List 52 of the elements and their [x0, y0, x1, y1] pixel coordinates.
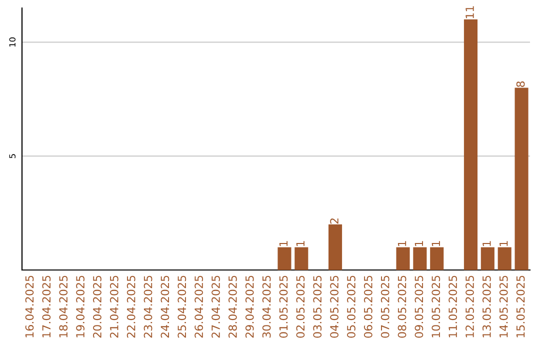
x-tick-label: 11.05.2025: [448, 276, 458, 338]
x-tick-label: 07.05.2025: [380, 276, 390, 338]
x-tick-label: 02.05.2025: [296, 276, 305, 338]
x-tick-label: 05.05.2025: [347, 276, 356, 338]
x-tick-label: 10.05.2025: [432, 276, 440, 338]
x-tick-label: 06.05.2025: [364, 276, 372, 338]
data-label: 1: [414, 241, 423, 246]
x-tick-label: 28.04.2025: [228, 276, 237, 338]
x-tick-label: 25.04.2025: [178, 276, 186, 338]
x-tick-label: 14.05.2025: [499, 276, 508, 338]
data-label: 1: [432, 241, 440, 246]
bar: [430, 247, 444, 270]
bar: [514, 88, 528, 270]
x-tick-label: 13.05.2025: [482, 276, 491, 338]
data-label: 1: [279, 241, 288, 246]
data-label: 1: [398, 241, 406, 246]
x-tick-label: 21.04.2025: [110, 276, 118, 338]
data-label: 2: [330, 218, 338, 224]
bar: [278, 247, 292, 270]
x-tick-label: 18.04.2025: [59, 276, 68, 338]
x-tick-label: 30.04.2025: [262, 276, 271, 338]
x-tick-label: 24.04.2025: [160, 276, 170, 338]
x-tick-label: 04.05.2025: [330, 276, 338, 338]
x-tick-label: 16.04.2025: [25, 276, 34, 338]
x-tick-label: 29.04.2025: [245, 276, 254, 338]
x-tick-label: 26.04.2025: [194, 276, 204, 338]
x-tick-label: 08.05.2025: [398, 276, 406, 338]
x-tick-label: 17.04.2025: [42, 276, 51, 338]
data-label: 8: [516, 81, 525, 87]
bar: [294, 247, 308, 270]
bar: [413, 247, 427, 270]
bar: [498, 247, 512, 270]
x-tick-label: 03.05.2025: [313, 276, 322, 338]
bar: [480, 247, 494, 270]
y-tick-label: 10: [9, 37, 16, 47]
x-tick-label: 27.04.2025: [212, 276, 220, 338]
x-tick-label: 23.04.2025: [144, 276, 152, 338]
data-label: 1: [482, 241, 491, 246]
x-tick-label: 22.04.2025: [126, 276, 136, 338]
x-tick-label: 19.04.2025: [76, 276, 84, 338]
x-tick-label: 12.05.2025: [466, 276, 474, 338]
data-label: 11: [466, 6, 474, 18]
bar: [464, 19, 478, 270]
x-tick-label: 15.05.2025: [516, 276, 525, 338]
y-tick-label: 5: [9, 154, 16, 158]
x-tick-label: 09.05.2025: [414, 276, 424, 338]
bar: [396, 247, 410, 270]
bar: [328, 224, 342, 270]
data-label: 1: [500, 241, 508, 246]
data-label: 1: [296, 241, 304, 246]
x-tick-label: 20.04.2025: [93, 276, 102, 338]
x-tick-label: 01.05.2025: [279, 276, 288, 338]
